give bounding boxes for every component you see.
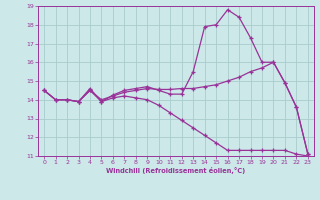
X-axis label: Windchill (Refroidissement éolien,°C): Windchill (Refroidissement éolien,°C): [106, 167, 246, 174]
